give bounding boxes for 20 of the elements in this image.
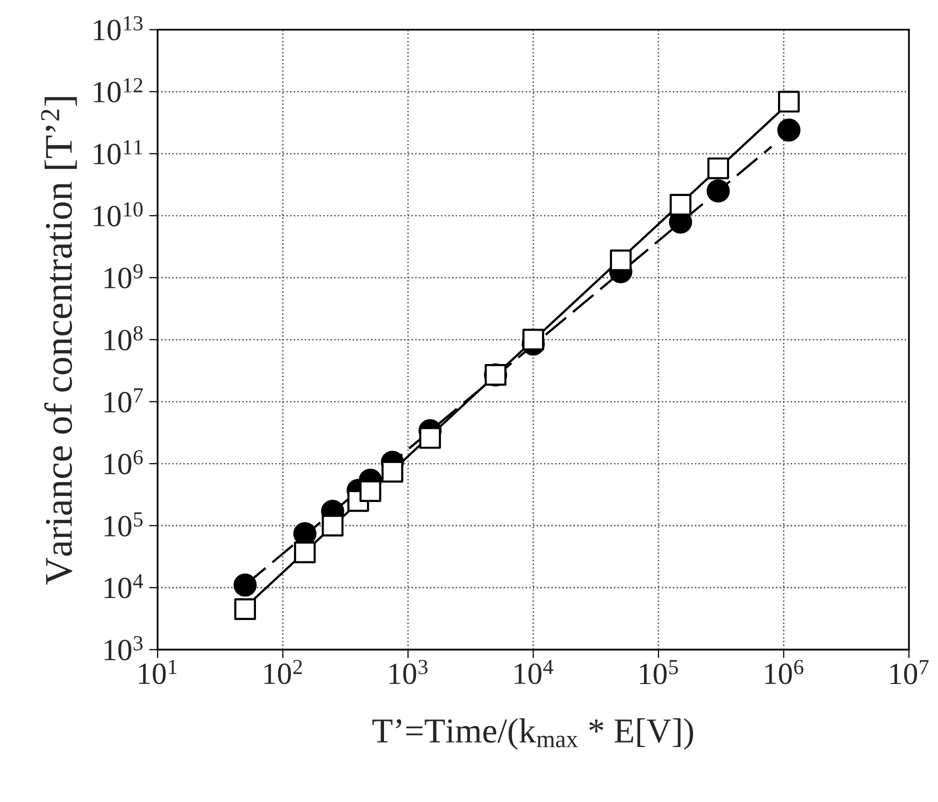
x-tick-label: 10$^{3}$ <box>389 660 428 684</box>
y-tick-label: 10$^{6}$ <box>104 450 143 474</box>
y-tick-label: 10$^{7}$ <box>104 388 143 413</box>
y-axis-title: Variance of concentration [T’$^{2}$] <box>41 97 77 585</box>
x-tick-label: 10$^{5}$ <box>640 660 678 684</box>
y-tick-label: 10$^{4}$ <box>104 574 144 598</box>
y-tick-label: 10$^{3}$ <box>104 636 143 660</box>
x-tick-label: 10$^{7}$ <box>890 660 929 684</box>
x-tick-label: 10$^{1}$ <box>139 660 177 684</box>
y-tick-label: 10$^{8}$ <box>104 326 143 350</box>
x-tick-label: 10$^{2}$ <box>264 660 302 684</box>
y-tick-label: 10$^{11}$ <box>94 140 142 164</box>
x-tick-label: 10$^{4}$ <box>514 660 554 684</box>
y-tick-label: 10$^{12}$ <box>94 78 142 102</box>
y-tick-label: 10$^{9}$ <box>104 264 143 288</box>
y-tick-label: 10$^{13}$ <box>94 16 143 40</box>
x-axis-title: T’=Time/(k$_{max}$ * E[V]) <box>372 718 694 750</box>
x-tick-label: 10$^{6}$ <box>765 660 804 684</box>
y-tick-label: 10$^{5}$ <box>104 512 143 537</box>
y-tick-label: 10$^{10}$ <box>94 202 143 226</box>
